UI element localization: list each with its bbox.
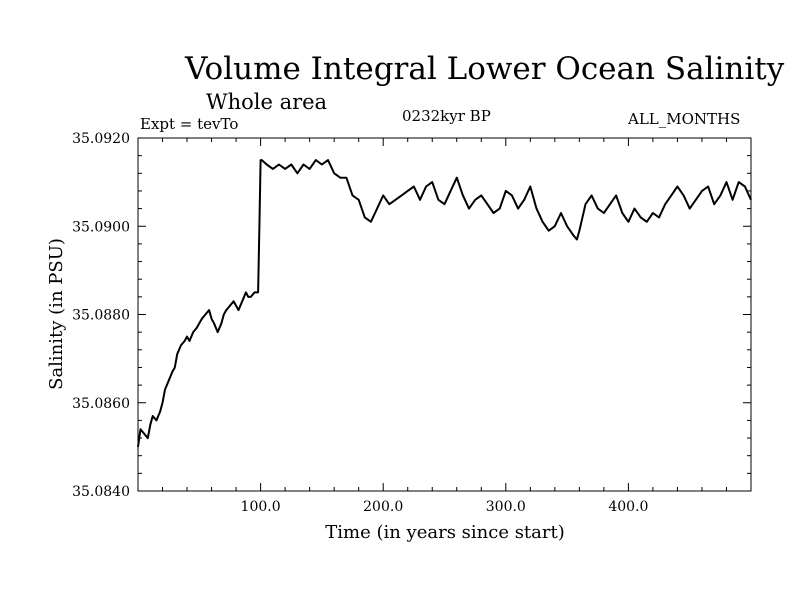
x-tick-label: 400.0	[608, 499, 648, 515]
x-tick-label: 300.0	[486, 499, 526, 515]
axis-ticks	[138, 138, 751, 491]
chart-title: Volume Integral Lower Ocean Salinity	[185, 51, 785, 87]
tick-labels: 100.0 200.0 300.0 400.0 35.0840 35.0860 35.088…	[72, 131, 648, 515]
y-axis-label: Salinity (in PSU)	[46, 238, 67, 390]
plot-frame	[137, 137, 752, 492]
period-label: 0232kyr BP	[402, 107, 491, 125]
y-tick-label: 35.0860	[72, 396, 130, 412]
y-tick-label: 35.0840	[72, 484, 130, 500]
chart-subtitle: Whole area	[206, 90, 328, 114]
x-tick-label: 200.0	[363, 499, 403, 515]
y-tick-label: 35.0880	[72, 308, 130, 324]
y-tick-label: 35.0920	[72, 131, 130, 147]
x-tick-label: 100.0	[241, 499, 281, 515]
x-axis-label: Time (in years since start)	[325, 522, 565, 543]
y-tick-label: 35.0900	[72, 219, 130, 235]
salinity-series-line	[137, 159, 752, 448]
experiment-label: Expt = tevTo	[140, 115, 239, 133]
months-label: ALL_MONTHS	[628, 110, 741, 128]
